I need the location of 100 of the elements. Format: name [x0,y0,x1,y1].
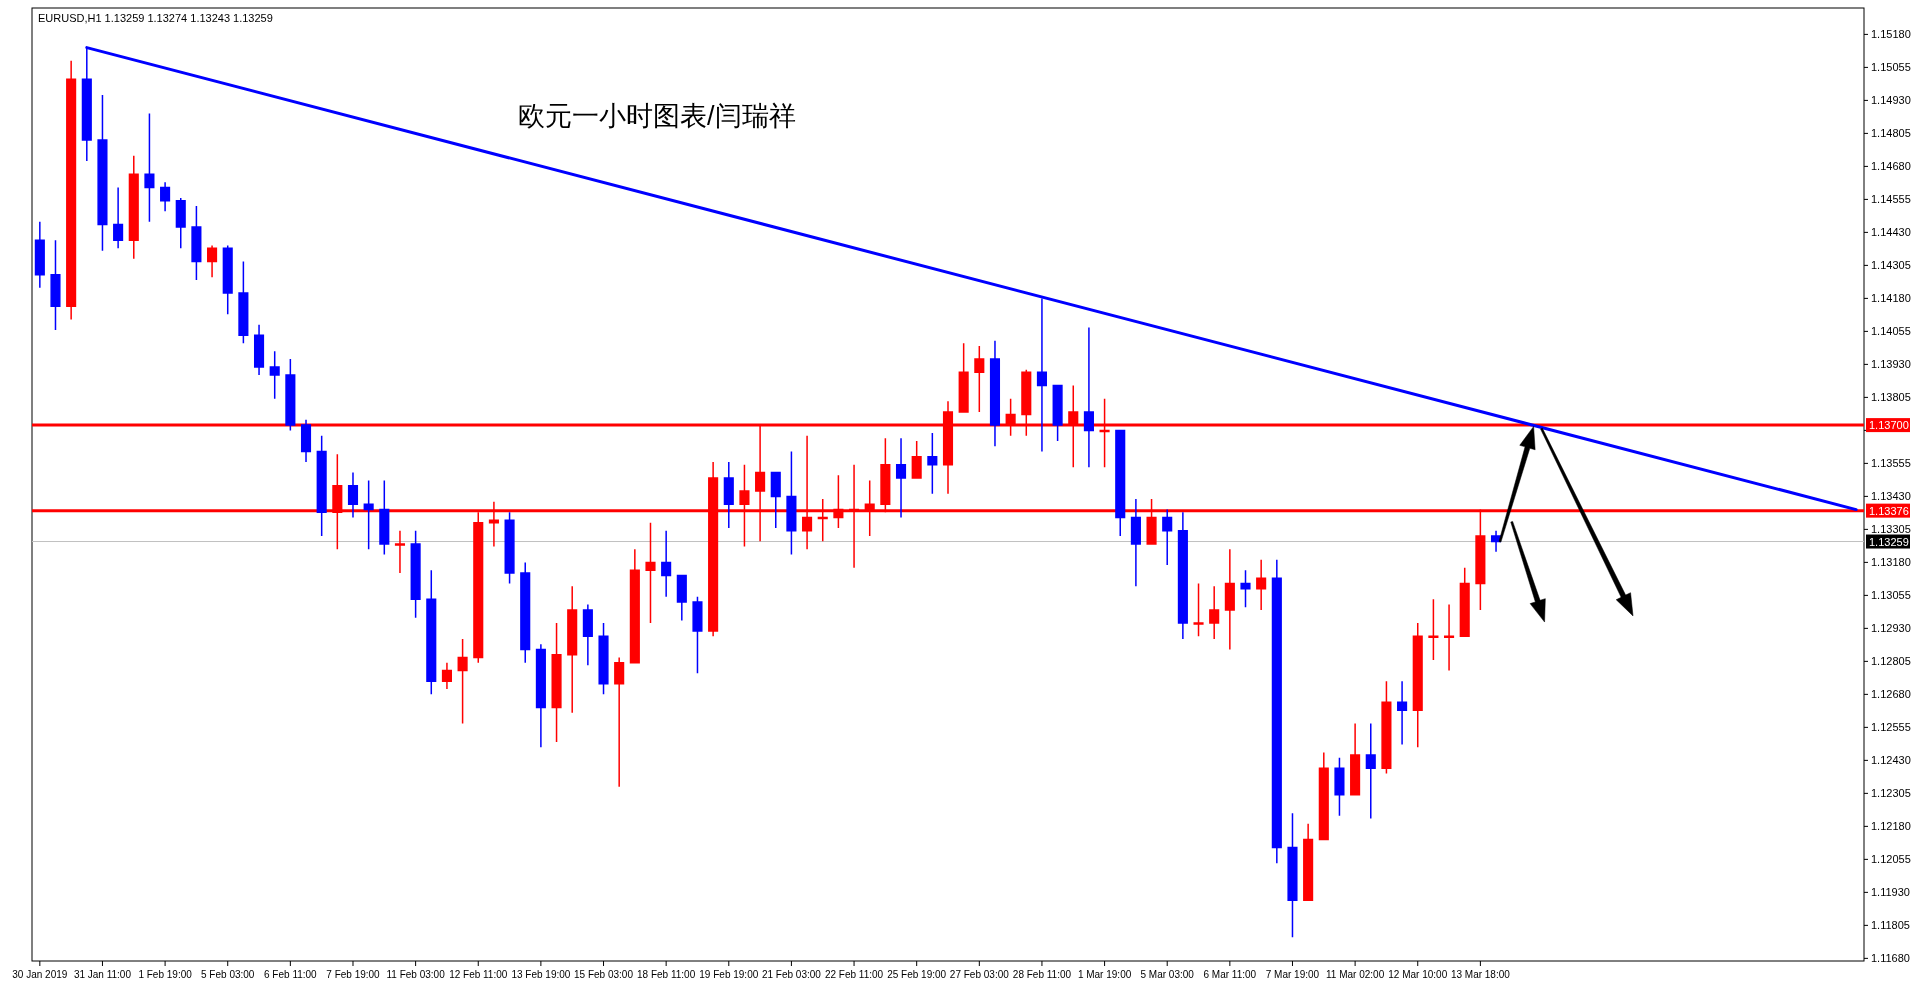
x-tick-label: 27 Feb 03:00 [949,969,1010,980]
y-tick-label: 1.12055 [1871,853,1911,866]
y-tick-label: 1.12305 [1871,787,1911,800]
candlestick [567,585,578,714]
candlestick [911,440,922,479]
candlestick [34,221,45,289]
y-tick-label: 1.14180 [1871,292,1911,305]
candlestick [614,656,625,788]
y-tick-label: 1.14805 [1871,127,1911,140]
candlestick [1318,751,1329,841]
y-tick-label: 1.15180 [1871,28,1911,41]
candlestick [520,561,531,664]
candlestick [144,112,155,223]
x-tick-label: 12 Feb 11:00 [449,969,508,980]
candlestick [582,603,593,667]
text: 欧元一小时图表/闫瑞祥 [518,101,796,131]
x-tick-label: 1 Mar 19:00 [1077,969,1132,980]
candlestick [316,434,327,537]
candlestick [1193,582,1204,638]
x-tick-label: 13 Mar 18:00 [1450,969,1511,980]
candlestick [441,661,452,690]
x-tick-label: 31 Jan 11:00 [73,969,132,980]
candlestick [1224,548,1235,651]
y-tick-label: 1.14055 [1871,325,1911,338]
candlestick [1381,680,1392,775]
candlestick [426,569,437,696]
candlestick [770,471,781,529]
x-tick-label: 12 Mar 10:00 [1388,969,1448,980]
y-tick-label: 1.11805 [1871,919,1910,932]
candlestick [551,622,562,743]
chart-subtitle: EURUSD,H1 1.13259 1.13274 1.13243 1.13259 [38,12,273,24]
y-tick-label: 1.12555 [1871,721,1911,734]
x-tick-label: 19 Feb 19:00 [699,969,759,980]
candlestick [1162,508,1173,566]
candlestick [285,358,296,432]
ref-line-label: 1.13376 [1869,504,1909,517]
x-tick-label: 7 Feb 19:00 [326,969,381,980]
candlestick [676,574,687,622]
candlestick [974,345,985,413]
x-tick-label: 5 Feb 03:00 [201,969,255,980]
candlestick [1271,558,1282,865]
candlestick [535,643,546,748]
candlestick [1490,529,1502,553]
candlestick [723,461,734,529]
candlestick [1287,812,1298,938]
candlestick [1397,680,1408,746]
y-tick-label: 1.15055 [1871,61,1911,74]
candlestick [1459,566,1470,638]
y-tick-label: 1.12930 [1871,622,1911,635]
x-tick-label: 28 Feb 11:00 [1012,969,1072,980]
candlestick [661,529,672,598]
candlestick [128,155,139,260]
x-tick-label: 25 Feb 19:00 [887,969,947,980]
candlestick [629,548,640,664]
candlestick [50,239,61,331]
candlestick [958,342,969,413]
candlestick [1083,326,1094,469]
candlestick [1412,622,1423,748]
candlestick [504,511,515,585]
y-tick-label: 1.13180 [1871,556,1911,569]
y-tick-label: 1.12680 [1871,688,1911,701]
candlestick [457,638,468,725]
x-tick-label: 6 Mar 11:00 [1203,969,1257,980]
candlestick [160,181,171,213]
x-tick-label: 6 Feb 11:00 [264,969,318,980]
candlestick [1036,297,1047,453]
x-tick-label: 15 Feb 03:00 [574,969,634,980]
candlestick [113,186,124,249]
y-tick-label: 1.14305 [1871,259,1911,272]
candlestick [269,350,280,400]
candlestick [927,432,938,495]
candlestick [692,595,703,674]
candlestick [238,260,249,345]
y-tick-label: 1.14430 [1871,226,1911,239]
y-tick-label: 1.14930 [1871,94,1911,107]
candlestick [1177,511,1188,640]
x-tick-label: 21 Feb 03:00 [761,969,822,980]
candlestick [1444,603,1455,672]
candlestick [1350,722,1361,796]
candlestick [1334,756,1345,817]
candlestick [786,450,797,556]
candlestick [1365,722,1376,820]
x-tick-label: 5 Mar 03:00 [1140,969,1195,980]
y-tick-label: 1.13930 [1871,358,1911,371]
candlestick [1428,598,1439,661]
candlestick [222,244,233,315]
candlestick [363,479,374,550]
ref-line-label: 1.13700 [1869,419,1909,432]
y-tick-label: 1.14680 [1871,160,1911,173]
x-tick-label: 13 Feb 19:00 [511,969,571,980]
candlestick [1052,384,1063,442]
candlestick [1130,498,1141,587]
candlestick [1115,429,1126,537]
candlestick [300,419,312,463]
y-tick-label: 1.11680 [1871,952,1910,965]
candlestick [97,94,108,252]
candlestick [379,479,390,556]
candlestick [989,339,1001,447]
candlestick [645,522,656,624]
y-tick-label: 1.11930 [1871,886,1910,899]
